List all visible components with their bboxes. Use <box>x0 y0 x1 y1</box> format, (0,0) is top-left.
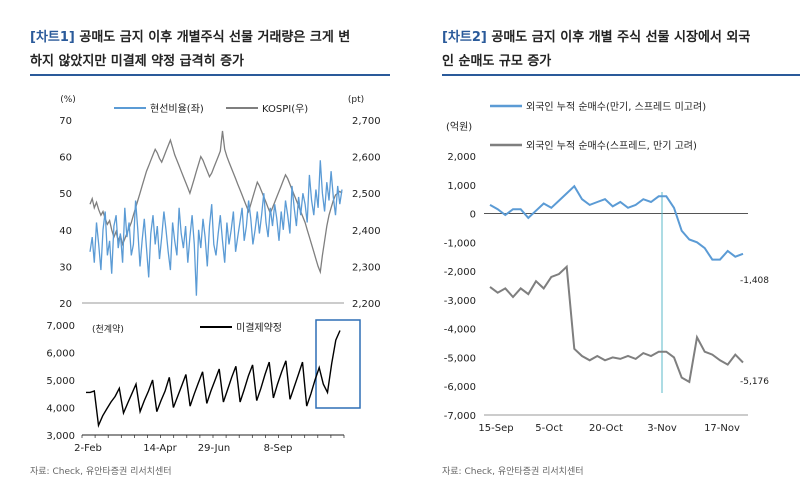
chart2-ytick: 1,000 <box>447 181 476 192</box>
chart1b-ytick: 4,000 <box>46 404 75 415</box>
chart2-tag: [차트2] <box>442 30 487 45</box>
chart1-title-line1: [차트1] 공매도 금지 이후 개별주식 선물 거래량은 크게 변 <box>30 30 351 45</box>
chart1b-ytick: 3,000 <box>46 431 75 442</box>
chart2-xtick: 15-Sep <box>478 423 513 434</box>
chart1-series-ratio <box>89 160 343 296</box>
chart1-header: [차트1] 공매도 금지 이후 개별주식 선물 거래량은 크게 변 하지 않았지… <box>30 12 390 76</box>
chart1-ytick-right: 2,200 <box>352 299 381 310</box>
chart1-ylabel-right: (pt) <box>348 95 364 105</box>
chart2-ytick: -6,000 <box>444 382 476 393</box>
chart2-legend-1: 외국인 누적 순매수(만기, 스프레드 미고려) <box>526 101 706 113</box>
chart1b-xtick: 14-Apr <box>143 443 177 454</box>
chart2-ytick: -5,000 <box>444 353 476 364</box>
chart2-ytick: -7,000 <box>444 411 476 422</box>
chart1-ytick-right: 2,600 <box>352 153 381 164</box>
chart2-ytick: -2,000 <box>444 267 476 278</box>
chart1-tag: [차트1] <box>30 30 75 45</box>
chart2-series-2 <box>489 264 744 384</box>
chart2-series-1 <box>489 184 744 261</box>
chart2-source: 자료: Check, 유안타증권 리서치센터 <box>442 467 584 477</box>
chart2-title-line2: 인 순매도 규모 증가 <box>442 54 552 69</box>
chart2-xtick: 3-Nov <box>647 423 677 434</box>
chart2-data-label-1: -1,408 <box>740 276 769 286</box>
chart2-header: [차트2] 공매도 금지 이후 개별 주식 선물 시장에서 외국 인 순매도 규… <box>442 12 800 76</box>
chart2-ylabel: (억원) <box>446 121 472 133</box>
chart1-ytick-left: 60 <box>59 153 72 164</box>
chart1-title-line2: 하지 않았지만 미결제 약정 급격히 증가 <box>30 54 244 69</box>
left-panel: [차트1] 공매도 금지 이후 개별주식 선물 거래량은 크게 변 하지 않았지… <box>8 0 398 498</box>
chart1b-xtick: 29-Jun <box>198 443 231 454</box>
chart1-legend-ratio: 현선비율(좌) <box>150 103 204 115</box>
chart2-xtick: 5-Oct <box>535 423 563 434</box>
chart1b-ytick: 7,000 <box>46 321 75 332</box>
chart2-ytick: 2,000 <box>447 152 476 163</box>
chart2-data-label-2: -5,176 <box>740 377 769 387</box>
chart2-ytick: -4,000 <box>444 325 476 336</box>
chart2-ytick: -1,000 <box>444 238 476 249</box>
chart1-ytick-right: 2,700 <box>352 116 381 127</box>
chart1-ytick-left: 50 <box>59 189 72 200</box>
chart1b-legend-oi: 미결제약정 <box>236 322 282 334</box>
chart2-xtick: 20-Oct <box>589 423 623 434</box>
chart1-ylabel-left: (%) <box>60 95 76 105</box>
chart2-title-line1: [차트2] 공매도 금지 이후 개별 주식 선물 시장에서 외국 <box>442 30 751 45</box>
chart2-legend-2: 외국인 누적 순매수(스프레드, 만기 고려) <box>526 140 697 152</box>
chart1b-series-oi <box>86 330 341 429</box>
chart1-ytick-left: 30 <box>59 262 72 273</box>
chart2-ytick: 0 <box>470 210 476 221</box>
chart1b-ytick: 6,000 <box>46 349 75 360</box>
chart1-ytick-left: 20 <box>59 299 72 310</box>
chart1-ytick-left: 70 <box>59 116 72 127</box>
chart1b-annotation: (천계약) <box>92 323 124 335</box>
chart1b-xtick: 2-Feb <box>74 443 102 454</box>
chart1-source: 자료: Check, 유안타증권 리서치센터 <box>30 467 172 477</box>
chart1-legend-kospi: KOSPI(우) <box>262 103 308 115</box>
chart2-xtick: 17-Nov <box>704 423 740 434</box>
chart2-ytick: -3,000 <box>444 296 476 307</box>
chart1b-xtick: 8-Sep <box>264 443 293 454</box>
chart1-ytick-right: 2,400 <box>352 226 381 237</box>
chart1-ytick-right: 2,500 <box>352 189 381 200</box>
chart1-ytick-left: 40 <box>59 226 72 237</box>
chart1b-highlight-box <box>315 319 361 409</box>
chart1-ytick-right: 2,300 <box>352 262 381 273</box>
right-panel: [차트2] 공매도 금지 이후 개별 주식 선물 시장에서 외국 인 순매도 규… <box>420 0 800 498</box>
chart1b-ytick: 5,000 <box>46 376 75 387</box>
